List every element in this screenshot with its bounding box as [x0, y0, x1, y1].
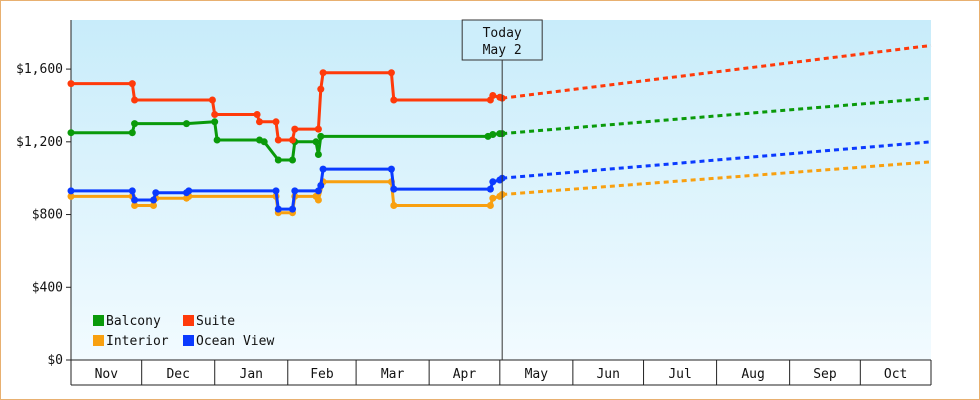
y-tick-label: $0	[47, 353, 63, 368]
series-layer	[67, 43, 932, 217]
month-label: Jun	[596, 367, 619, 382]
today-box	[461, 19, 543, 61]
legend-swatch-interior	[93, 335, 104, 346]
series-point-balcony	[312, 138, 320, 146]
month-label: Jan	[240, 367, 263, 382]
month-label: Aug	[741, 367, 764, 382]
series-point-ocean-view	[390, 185, 398, 193]
series-point-suite	[67, 80, 75, 88]
month-label: Sep	[813, 367, 837, 382]
series-point-ocean-view	[128, 187, 136, 195]
series-point-suite	[211, 111, 219, 118]
series-point-interior	[314, 196, 322, 204]
series-point-ocean-view	[317, 182, 325, 189]
month-label: Dec	[166, 367, 189, 382]
legend: Balcony Suite Interior Ocean View	[93, 314, 274, 349]
month-label: Oct	[884, 367, 907, 382]
series-point-suite	[128, 80, 136, 88]
legend-label-balcony: Balcony	[106, 314, 161, 329]
series-point-interior	[131, 202, 139, 209]
legend-label-interior: Interior	[106, 334, 169, 349]
series-point-balcony	[317, 132, 325, 140]
x-axis-months: Nov Dec Jan Feb Mar Apr May Jun Jul Aug Sep Oct	[70, 360, 932, 385]
y-tick-label: $400	[32, 280, 63, 295]
legend-swatch-suite	[183, 315, 194, 326]
series-point-balcony	[131, 120, 139, 128]
series-point-interior	[390, 202, 398, 209]
series-point-ocean-view	[489, 178, 497, 186]
series-point-suite	[390, 96, 398, 104]
series-point-suite	[291, 125, 299, 133]
series-point-balcony	[213, 136, 221, 144]
series-point-interior	[150, 202, 157, 209]
series-point-suite	[319, 69, 327, 77]
series-point-suite	[289, 136, 296, 144]
series-point-balcony	[274, 156, 282, 164]
series-point-ocean-view	[67, 187, 75, 195]
series-point-ocean-view	[289, 205, 296, 213]
series-point-ocean-view	[152, 189, 160, 197]
month-label: Feb	[310, 367, 334, 382]
today-marker: Today May 2	[461, 19, 543, 360]
series-suite	[67, 43, 932, 144]
series-point-balcony	[67, 129, 75, 137]
forecast-line-suite	[501, 43, 932, 100]
series-point-ocean-view	[319, 165, 327, 173]
month-label: Jul	[668, 367, 691, 382]
series-point-suite	[314, 125, 322, 133]
series-point-balcony	[489, 131, 497, 138]
series-point-ocean-view	[131, 196, 139, 204]
month-label: May	[525, 367, 549, 382]
series-point-ocean-view	[185, 187, 193, 195]
series-point-suite	[253, 111, 261, 118]
month-label: Mar	[381, 367, 405, 382]
today-label: Today	[483, 26, 522, 41]
y-axis-ticks: $0 $400 $800 $1,200 $1,600	[16, 62, 71, 368]
legend-swatch-ocean-view	[183, 335, 194, 346]
series-point-ocean-view	[387, 165, 395, 173]
series-point-suite	[317, 85, 325, 93]
series-point-suite	[256, 118, 263, 126]
series-point-balcony	[128, 129, 136, 137]
series-point-ocean-view	[274, 205, 282, 213]
series-point-balcony	[289, 156, 296, 164]
month-label: Nov	[95, 367, 119, 382]
y-tick-label: $1,200	[16, 135, 63, 150]
series-point-interior	[67, 192, 75, 200]
series-ocean-view	[67, 140, 932, 213]
month-label: Apr	[453, 367, 477, 382]
series-point-ocean-view	[150, 196, 157, 204]
series-point-balcony	[183, 120, 190, 128]
series-point-ocean-view	[291, 187, 299, 195]
series-point-suite	[274, 136, 282, 144]
series-point-balcony	[314, 151, 322, 158]
legend-label-ocean-view: Ocean View	[196, 334, 274, 349]
series-point-suite	[272, 118, 280, 126]
series-point-balcony	[211, 118, 219, 126]
series-point-balcony	[260, 138, 268, 146]
series-point-interior	[486, 202, 494, 209]
series-point-ocean-view	[314, 187, 322, 195]
series-point-suite	[131, 96, 139, 104]
series-point-ocean-view	[486, 185, 494, 193]
series-point-interior	[489, 194, 497, 202]
series-point-ocean-view	[272, 187, 280, 195]
y-tick-label: $1,600	[16, 62, 63, 77]
legend-label-suite: Suite	[196, 314, 235, 329]
today-date-label: May 2	[483, 43, 522, 58]
series-point-suite	[208, 96, 216, 104]
y-tick-label: $800	[32, 208, 63, 223]
legend-swatch-balcony	[93, 315, 104, 326]
series-point-suite	[387, 69, 395, 77]
series-point-suite	[489, 92, 497, 99]
